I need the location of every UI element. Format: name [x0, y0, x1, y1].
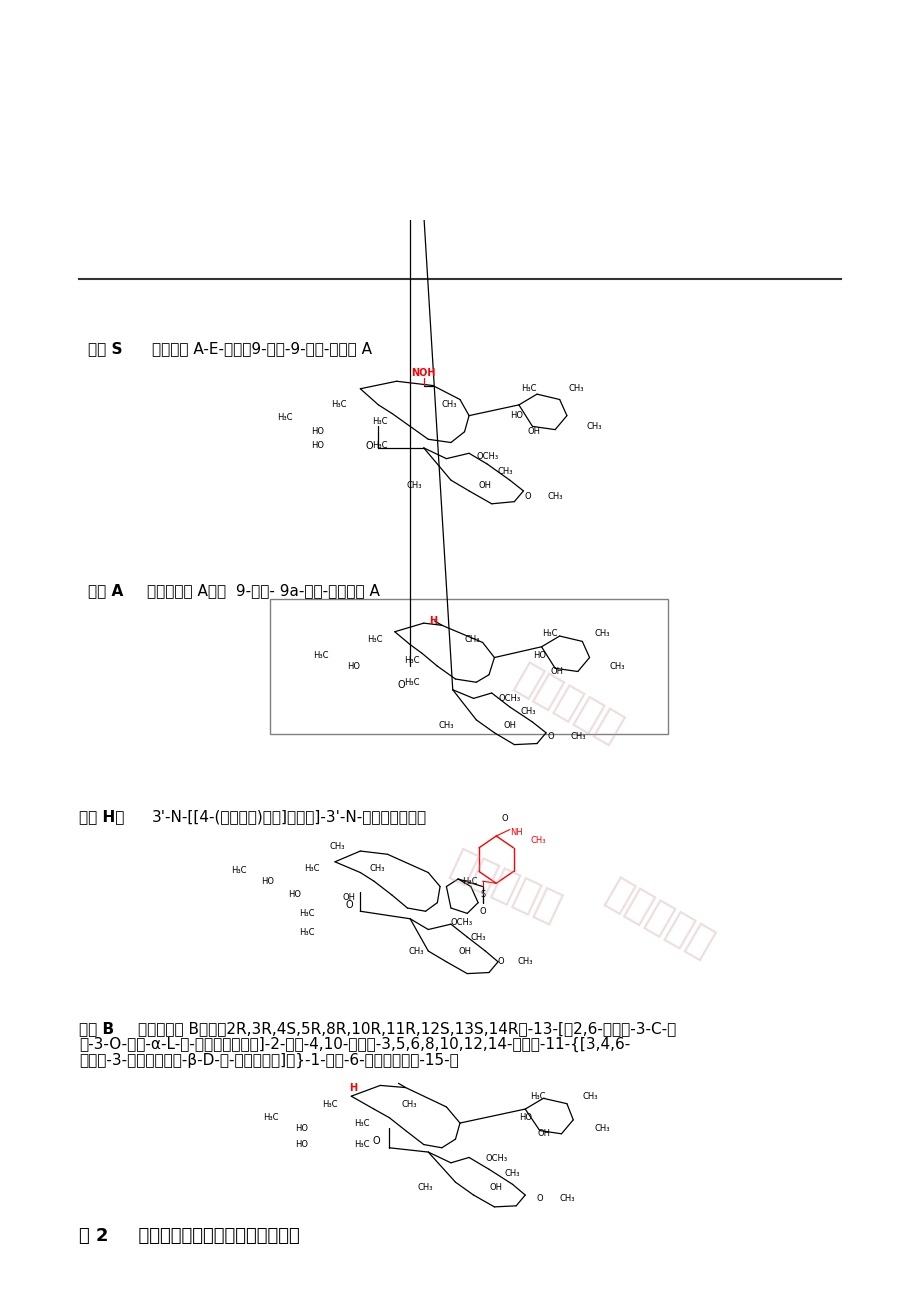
Text: OCH₃: OCH₃ [498, 694, 520, 703]
Text: H₃C: H₃C [371, 417, 387, 426]
Text: CH₃: CH₃ [609, 661, 624, 671]
Text: OH: OH [489, 1184, 502, 1193]
Text: OH: OH [528, 427, 540, 436]
Text: H₃C: H₃C [322, 1100, 337, 1109]
Text: HO: HO [294, 1141, 308, 1150]
Text: CH₃: CH₃ [582, 1091, 597, 1100]
Text: H₃C: H₃C [354, 1118, 369, 1128]
Text: CH₃: CH₃ [594, 629, 609, 638]
Text: 基-3-O-甲基-α-L-核-己吡喃糖基）氧]-2-乙基-4,10-二羟基-3,5,6,8,10,12,14-七甲基-11-{[3,4,6-: 基-3-O-甲基-α-L-核-己吡喃糖基）氧]-2-乙基-4,10-二羟基-3,… [79, 1036, 630, 1052]
Text: OH: OH [342, 893, 355, 902]
Text: OCH₃: OCH₃ [476, 452, 498, 461]
Text: 杂质 S: 杂质 S [88, 341, 123, 357]
Text: H₃C: H₃C [300, 928, 314, 937]
Text: OCH₃: OCH₃ [450, 918, 472, 927]
Text: CH₃: CH₃ [470, 932, 485, 941]
Text: 仅做山楂稿: 仅做山楂稿 [508, 658, 629, 750]
Text: CH₃: CH₃ [586, 422, 602, 431]
Text: CH₃: CH₃ [330, 842, 345, 852]
Text: 三脱氧-3-（二甲氨基）-β-D-木-己吡喃糖基]氧}-1-氧杂-6-氮杂环十五环-15-酮: 三脱氧-3-（二甲氨基）-β-D-木-己吡喃糖基]氧}-1-氧杂-6-氮杂环十五… [79, 1053, 459, 1068]
Text: OH: OH [458, 947, 471, 956]
Text: O: O [397, 681, 404, 690]
Text: H₃C: H₃C [303, 863, 319, 872]
Text: H₃C: H₃C [263, 1113, 278, 1122]
Text: CH₃: CH₃ [369, 863, 384, 872]
Text: H₃C: H₃C [354, 1141, 369, 1150]
Text: H₃C: H₃C [403, 678, 419, 686]
Text: O: O [502, 814, 508, 823]
Text: H₃C: H₃C [232, 866, 247, 875]
Text: H: H [348, 1082, 357, 1092]
Text: 3'-N-[[4-(乙酰氨基)苯基]磺酸基]-3'-N-去甲基阿奇霉素: 3'-N-[[4-(乙酰氨基)苯基]磺酸基]-3'-N-去甲基阿奇霉素 [152, 809, 426, 824]
Text: H₃C: H₃C [367, 635, 382, 643]
Text: H₃C: H₃C [521, 384, 537, 393]
Text: （红霉素 A-E-肟）：9-去氧-9-肟基-红霉素 A: （红霉素 A-E-肟）：9-去氧-9-肟基-红霉素 A [152, 341, 371, 357]
Text: CH₃: CH₃ [464, 635, 480, 643]
Text: HO: HO [311, 427, 323, 436]
Text: O: O [536, 1194, 542, 1203]
Text: CH₃: CH₃ [438, 721, 454, 729]
Text: O: O [372, 1137, 380, 1146]
Text: HO: HO [289, 889, 301, 898]
Text: H₃C: H₃C [331, 401, 346, 409]
Text: NH: NH [509, 828, 522, 837]
Text: CH₃: CH₃ [505, 1169, 520, 1178]
Text: H₃C: H₃C [277, 413, 292, 422]
Text: S: S [480, 889, 484, 898]
Text: CH₃: CH₃ [406, 480, 422, 490]
Text: H₃C: H₃C [542, 629, 557, 638]
Text: NOH: NOH [411, 368, 436, 378]
Text: 杂质 H：: 杂质 H： [79, 809, 125, 824]
Text: HO: HO [532, 651, 546, 660]
Text: OCH₃: OCH₃ [484, 1154, 506, 1163]
Text: CH₃: CH₃ [417, 1184, 433, 1193]
Text: HO: HO [294, 1124, 308, 1133]
Text: OH: OH [537, 1129, 550, 1138]
Text: O: O [346, 900, 353, 910]
Text: 注 2: 注 2 [79, 1226, 108, 1245]
Text: CH₃: CH₃ [547, 492, 562, 501]
Text: 杂质 B: 杂质 B [79, 1021, 115, 1036]
FancyBboxPatch shape [269, 599, 668, 734]
Text: H: H [428, 616, 437, 626]
Text: O: O [497, 957, 504, 966]
Text: H₃C: H₃C [530, 1091, 546, 1100]
Text: HO: HO [311, 441, 323, 450]
Text: CH₃: CH₃ [401, 1100, 416, 1109]
Text: CH₃: CH₃ [568, 384, 584, 393]
Text: 有关物质系统适用性试验标准图谱: 有关物质系统适用性试验标准图谱 [127, 1226, 299, 1245]
Text: HO: HO [510, 411, 523, 421]
Text: （氮红霉素 A）：  9-去氧- 9a-氮杂-高红霉素 A: （氮红霉素 A）： 9-去氧- 9a-氮杂-高红霉素 A [147, 583, 380, 599]
Text: CH₃: CH₃ [594, 1124, 609, 1133]
Text: CH₃: CH₃ [497, 467, 513, 477]
Text: 仅做山楂稿: 仅做山楂稿 [444, 845, 566, 928]
Text: HO: HO [519, 1113, 532, 1122]
Text: CH₃: CH₃ [408, 947, 424, 956]
Text: 杂质 A: 杂质 A [88, 583, 124, 599]
Text: H₃C: H₃C [371, 441, 387, 450]
Text: HO: HO [261, 876, 274, 885]
Text: H₃C: H₃C [462, 876, 478, 885]
Text: CH₃: CH₃ [441, 401, 457, 409]
Text: CH₃: CH₃ [559, 1194, 574, 1203]
Text: O: O [365, 441, 373, 450]
Text: OH: OH [479, 480, 492, 490]
Text: H₃C: H₃C [312, 651, 328, 660]
Text: H₃C: H₃C [300, 909, 314, 918]
Text: O: O [524, 492, 530, 501]
Text: CH₃: CH₃ [516, 957, 532, 966]
Text: H₃C: H₃C [403, 656, 419, 665]
Text: 仅做山楂稿: 仅做山楂稿 [598, 874, 719, 965]
Text: O: O [547, 732, 553, 741]
Text: CH₃: CH₃ [519, 707, 535, 716]
Text: OH: OH [503, 721, 516, 729]
Text: HO: HO [347, 661, 360, 671]
Text: OH: OH [550, 667, 563, 676]
Text: （阿奇霉素 B）：（2R,3R,4S,5R,8R,10R,11R,12S,13S,14R）-13-[（2,6-二脱氧-3-C-甲: （阿奇霉素 B）：（2R,3R,4S,5R,8R,10R,11R,12S,13S… [138, 1021, 675, 1036]
Text: CH₃: CH₃ [570, 732, 584, 741]
Text: CH₃: CH₃ [530, 836, 546, 845]
Text: O: O [479, 906, 485, 915]
